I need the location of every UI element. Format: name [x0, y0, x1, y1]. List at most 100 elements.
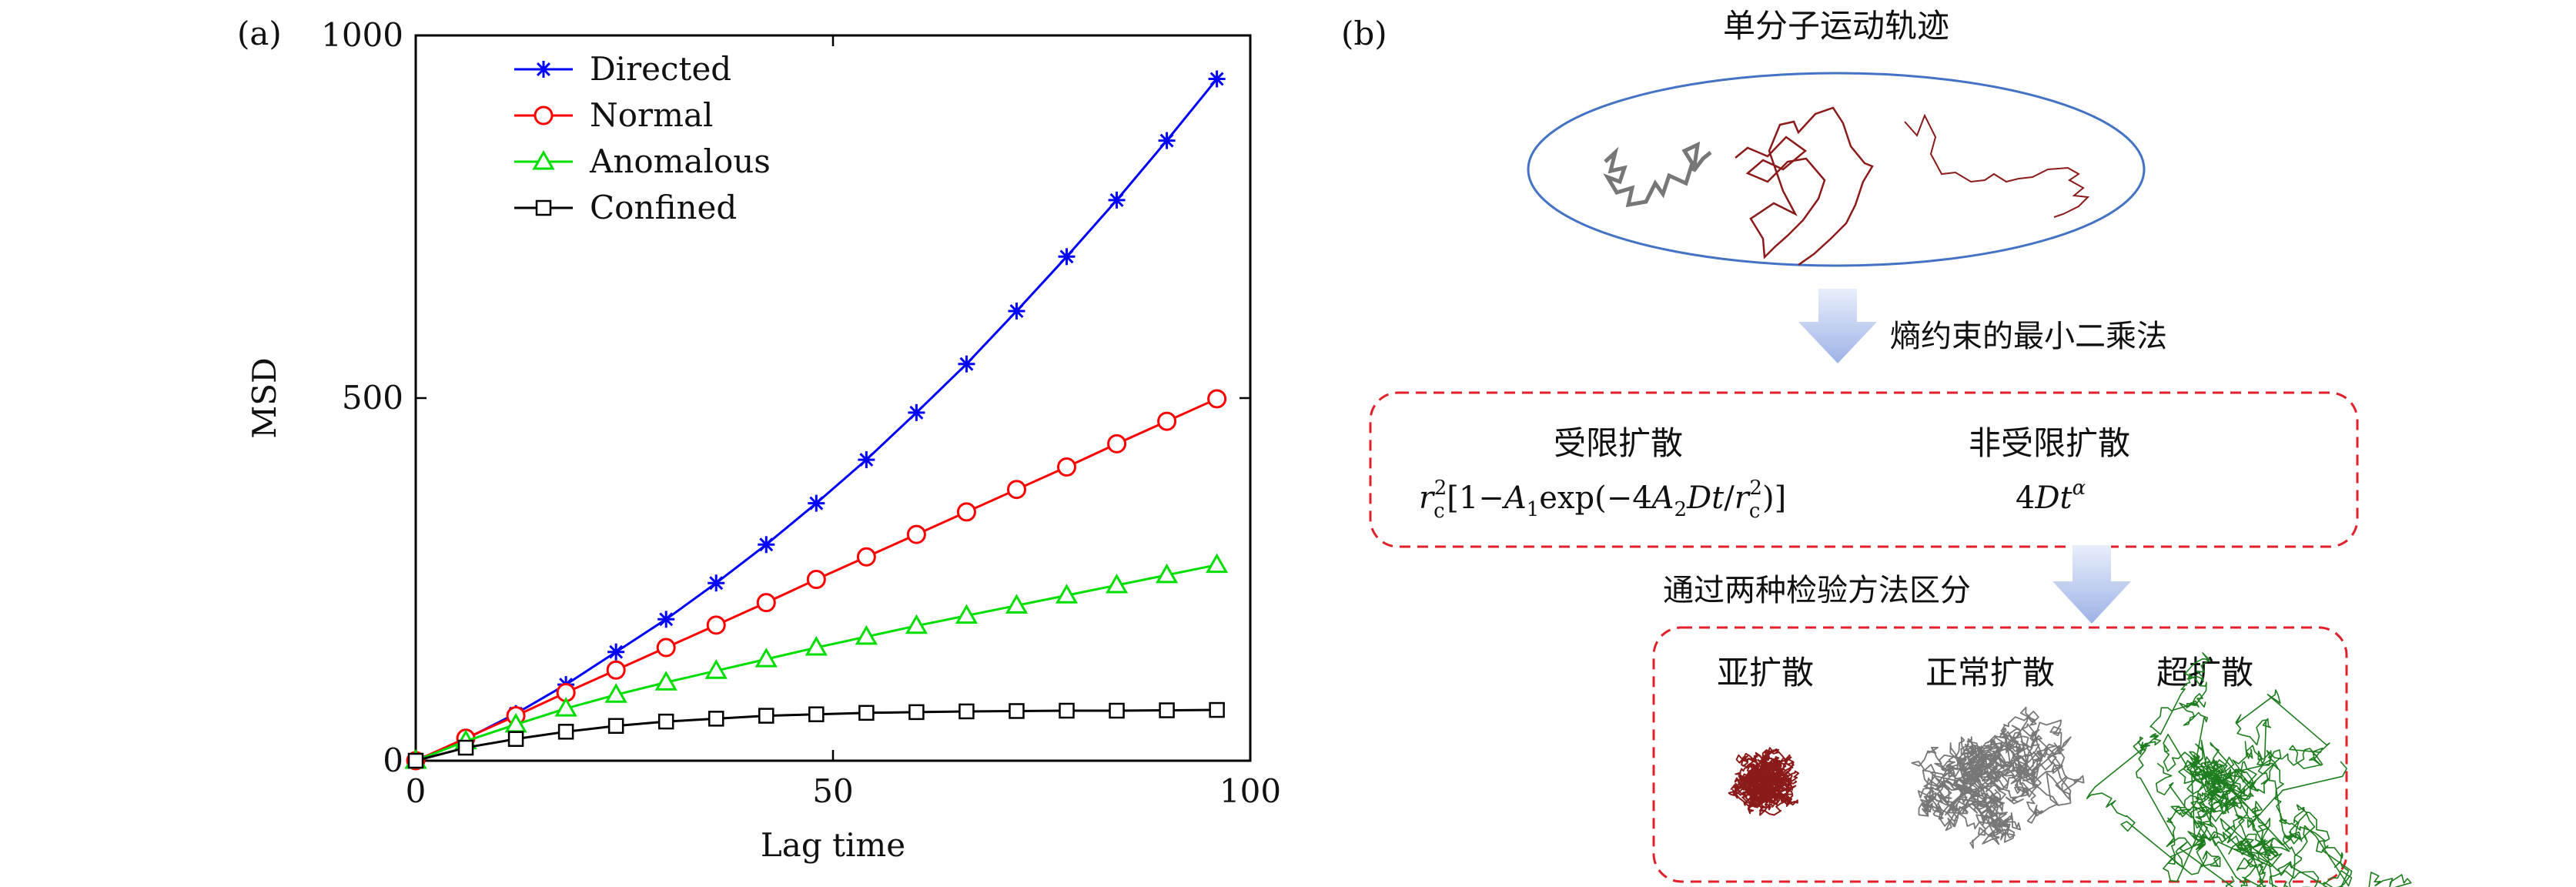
data-point-confined	[1209, 701, 1225, 718]
legend: Directed Normal Anomalous Confined	[514, 50, 771, 226]
data-point-directed	[808, 494, 825, 512]
arrow-down-2	[2052, 545, 2131, 624]
data-point-anomalous	[654, 671, 677, 691]
legend-marker	[532, 149, 555, 170]
data-point-anomalous	[855, 624, 878, 645]
data-point-directed	[657, 611, 675, 628]
legend-marker	[535, 61, 552, 78]
data-point-normal	[856, 547, 876, 567]
trajectory-path	[2149, 652, 2330, 814]
legend-item-directed: Directed	[514, 50, 731, 88]
data-point-normal	[906, 524, 926, 544]
legend-item-anomalous: Anomalous	[514, 142, 771, 180]
axis-ticks	[414, 34, 1252, 762]
data-point-directed	[858, 451, 875, 469]
superdiffusion-trajectories	[2086, 652, 2412, 887]
panel-b-label: (b)	[1341, 15, 1387, 52]
data-point-confined	[958, 703, 975, 720]
legend-item-confined: Confined	[514, 189, 737, 226]
x-axis-label: Lag time	[761, 826, 905, 864]
data-point-normal	[656, 638, 676, 658]
arrow-2-label: 通过两种检验方法区分	[1663, 573, 1971, 608]
series-line-anomalous	[415, 564, 1217, 762]
data-point-anomalous	[604, 683, 627, 703]
data-point-confined	[708, 711, 724, 727]
data-point-confined	[657, 713, 674, 730]
legend-label: Confined	[590, 189, 737, 226]
data-point-directed	[607, 643, 625, 661]
confined-formula: rc2[1−A1exp(−4A2Dt/rc2)]	[1419, 477, 1786, 523]
trajectory-path	[2163, 733, 2412, 887]
data-point-confined	[1059, 702, 1075, 719]
series-confined	[407, 701, 1225, 769]
trajectory-darkred-1	[1735, 106, 1874, 266]
data-point-anomalous	[754, 648, 778, 668]
model-box	[1369, 391, 2359, 548]
y-axis-label: MSD	[246, 357, 283, 438]
arrow-1-label: 熵约束的最小二乘法	[1890, 319, 2167, 354]
x-tick-label: 0	[406, 772, 427, 810]
data-point-confined	[607, 718, 624, 735]
data-point-normal	[606, 660, 626, 680]
y-tick-label: 0	[383, 741, 403, 779]
trajectory-path	[1922, 769, 2022, 849]
trajectory-path	[2178, 751, 2284, 841]
series-anomalous	[404, 553, 1229, 769]
data-point-confined	[908, 704, 925, 721]
data-point-confined	[858, 705, 875, 721]
data-point-anomalous	[1005, 594, 1029, 614]
data-point-normal	[706, 615, 726, 635]
data-point-directed	[708, 574, 725, 592]
data-point-confined	[407, 752, 424, 769]
data-point-normal	[956, 502, 976, 522]
trajectories-top	[1603, 106, 2090, 266]
data-point-normal	[1057, 457, 1077, 477]
data-point-normal	[1157, 411, 1177, 431]
data-point-anomalous	[704, 659, 728, 679]
trajectory-path	[2086, 733, 2258, 885]
data-point-confined	[557, 724, 574, 740]
legend-label: Normal	[590, 96, 713, 134]
unconfined-formula: 4Dtα	[2016, 477, 2086, 516]
data-point-normal	[806, 570, 826, 589]
legend-label: Directed	[590, 50, 731, 88]
data-point-confined	[758, 708, 774, 724]
data-point-anomalous	[955, 604, 979, 624]
classification-box	[1652, 626, 2348, 883]
legend-marker	[535, 199, 552, 216]
trajectory-title: 单分子运动轨迹	[1723, 7, 1949, 45]
subdiffusion-trajectories	[1728, 747, 1800, 816]
series-line-directed	[415, 78, 1218, 762]
data-point-anomalous	[1105, 574, 1129, 594]
data-point-normal	[1107, 433, 1127, 454]
data-point-anomalous	[554, 697, 577, 717]
plot-frame	[414, 34, 1252, 762]
data-point-anomalous	[1055, 584, 1079, 604]
trajectory-path	[2155, 761, 2290, 887]
panel-b-diagram: (b) 单分子运动轨迹 熵约束的最小二乘法 受限扩散 非受限扩散 rc2[1−A…	[1341, 7, 2412, 887]
data-point-confined	[507, 731, 524, 747]
legend-marker	[534, 105, 554, 126]
series-layer	[404, 70, 1229, 771]
confined-diffusion-title: 受限扩散	[1554, 424, 1683, 462]
arrow-down-1	[1798, 289, 1877, 363]
series-directed	[407, 70, 1226, 769]
trajectory-gray	[1603, 141, 1712, 208]
data-point-confined	[1159, 702, 1175, 718]
trajectory-path	[1911, 734, 2027, 832]
data-point-confined	[457, 739, 474, 756]
data-point-directed	[1058, 248, 1076, 266]
data-point-confined	[808, 706, 825, 722]
data-point-normal	[1207, 389, 1227, 409]
data-point-anomalous	[1156, 563, 1179, 584]
panel-a-label: (a)	[237, 15, 282, 52]
data-point-directed	[1008, 302, 1025, 320]
unconfined-diffusion-title: 非受限扩散	[1969, 424, 2130, 462]
trajectory-path	[1730, 751, 1795, 815]
data-point-directed	[1208, 70, 1226, 88]
legend-label: Anomalous	[589, 142, 771, 180]
y-tick-label: 500	[342, 379, 403, 417]
data-point-anomalous	[1206, 553, 1229, 574]
data-point-directed	[1108, 191, 1126, 209]
